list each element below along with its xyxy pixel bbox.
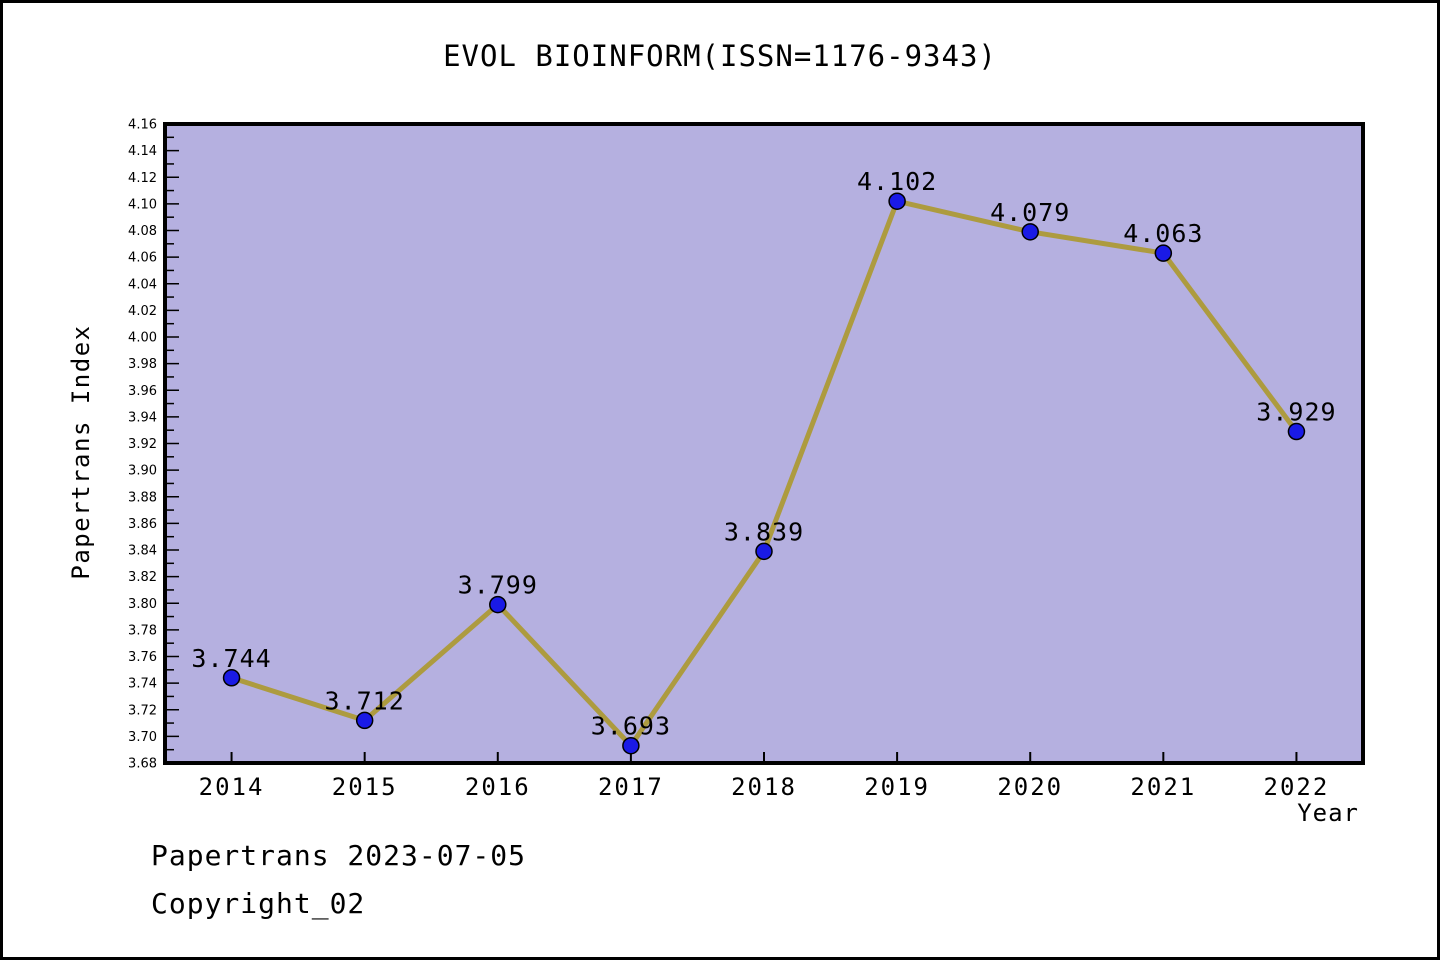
x-axis-title: Year xyxy=(1297,799,1359,827)
data-point-label: 3.839 xyxy=(724,517,804,546)
y-tick-label: 4.16 xyxy=(128,118,157,133)
y-axis-title: Papertrans Index xyxy=(67,324,95,580)
data-point xyxy=(355,711,374,730)
y-tick-label: 3.74 xyxy=(128,677,157,692)
data-point xyxy=(1287,422,1306,441)
y-tick-label: 3.70 xyxy=(128,730,157,745)
x-tick-label: 2022 xyxy=(1264,773,1330,801)
x-tick-label: 2015 xyxy=(332,773,398,801)
y-tick-label: 4.12 xyxy=(128,171,157,186)
x-tick-label: 2017 xyxy=(598,773,664,801)
data-point-label: 3.744 xyxy=(191,644,271,673)
y-tick-label: 4.08 xyxy=(128,224,157,239)
y-tick-label: 4.14 xyxy=(128,144,157,159)
plot-area: 3.68 3.70 3.72 3.74 3.76 3.78 3.80 3.82 3.84 3.86… xyxy=(128,118,1365,801)
data-point-label: 3.929 xyxy=(1256,398,1336,427)
x-tick-label: 2014 xyxy=(199,773,265,801)
y-tick-label: 3.68 xyxy=(128,757,157,772)
data-point-label: 3.693 xyxy=(591,712,671,741)
x-tick-label: 2021 xyxy=(1130,773,1196,801)
y-tick-label: 4.06 xyxy=(128,251,157,266)
y-tick-label: 3.96 xyxy=(128,384,157,399)
y-tick-label: 3.78 xyxy=(128,623,157,638)
y-tick-label: 3.72 xyxy=(128,703,157,718)
footer-source-date: Papertrans 2023-07-05 xyxy=(151,839,527,872)
y-tick-label: 3.86 xyxy=(128,517,157,532)
y-tick-label: 3.92 xyxy=(128,437,157,452)
y-tick-label: 4.02 xyxy=(128,304,157,319)
x-tick-label: 2016 xyxy=(465,773,531,801)
footer-copyright: Copyright_02 xyxy=(151,887,366,920)
y-tick-label: 3.76 xyxy=(128,650,157,665)
y-tick-label: 3.84 xyxy=(128,544,157,559)
data-point-label: 4.102 xyxy=(857,167,937,196)
y-tick-label: 3.82 xyxy=(128,570,157,585)
x-tick-label: 2018 xyxy=(731,773,797,801)
y-tick-label: 3.88 xyxy=(128,490,157,505)
data-point xyxy=(489,595,507,614)
y-tick-label: 3.98 xyxy=(128,357,157,372)
axes-frame xyxy=(163,122,1365,765)
data-point-label: 4.063 xyxy=(1123,219,1203,248)
y-tick-label: 4.04 xyxy=(128,277,157,292)
data-point-label: 3.799 xyxy=(458,571,538,600)
y-tick-label: 4.00 xyxy=(128,331,157,346)
data-point xyxy=(1154,244,1173,262)
y-tick-label: 4.10 xyxy=(128,197,157,212)
data-point xyxy=(222,669,241,687)
x-tick-label: 2019 xyxy=(864,773,930,801)
plot-background xyxy=(165,124,1363,763)
data-point xyxy=(1021,223,1039,241)
data-point xyxy=(622,736,640,755)
data-point-label: 4.079 xyxy=(990,198,1070,227)
data-point-label: 3.712 xyxy=(325,686,405,715)
y-tick-label: 3.90 xyxy=(128,464,157,479)
chart-title: EVOL BIOINFORM(ISSN=1176-9343) xyxy=(443,39,997,73)
y-tick-label: 3.94 xyxy=(128,410,157,425)
data-point xyxy=(888,192,906,210)
x-tick-label: 2020 xyxy=(997,773,1063,801)
data-point xyxy=(755,542,773,561)
y-tick-label: 3.80 xyxy=(128,597,157,612)
